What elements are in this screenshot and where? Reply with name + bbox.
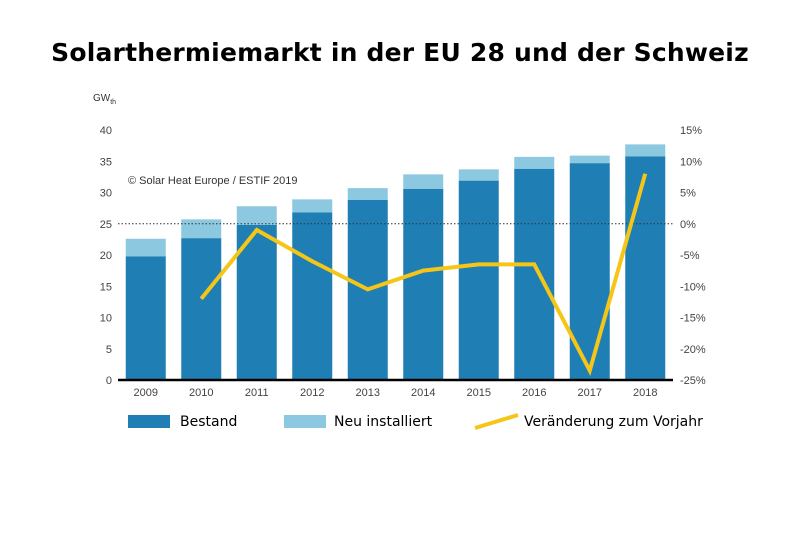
svg-text:GWth: GWth xyxy=(93,93,116,106)
y-axis-left: 0 5 10 15 20 25 30 35 40 xyxy=(100,125,112,387)
x-tick-2016: 2016 xyxy=(522,387,546,399)
bar-neu-2017 xyxy=(569,155,610,164)
x-tick-2015: 2015 xyxy=(467,387,491,399)
bar-bestand-2009 xyxy=(125,256,166,380)
chart-title: Solarthermiemarkt in der EU 28 und der S… xyxy=(51,38,749,67)
bar-bestand-2014 xyxy=(403,188,444,380)
y-left-tick-35: 35 xyxy=(100,156,112,168)
y-right-tick--25%: -25% xyxy=(680,375,706,387)
x-tick-2018: 2018 xyxy=(633,387,657,399)
legend-label-bestand: Bestand xyxy=(180,414,237,430)
y-right-tick-15%: 15% xyxy=(680,125,702,137)
y-right-tick-0%: 0% xyxy=(680,219,696,231)
x-tick-2014: 2014 xyxy=(411,387,435,399)
bar-bestand-2011 xyxy=(236,225,277,380)
y-axis-right: -25% -20% -15% -10% -5% 0% 5% 10% 15% xyxy=(680,125,706,387)
bar-neu-2014 xyxy=(403,174,444,189)
x-tick-2012: 2012 xyxy=(300,387,324,399)
legend-swatch-bestand xyxy=(128,415,170,428)
y-right-tick-10%: 10% xyxy=(680,156,702,168)
bar-neu-2015 xyxy=(458,169,499,181)
y-left-tick-20: 20 xyxy=(100,250,112,262)
legend: Bestand Neu installiert Veränderung zum Vo… xyxy=(128,413,703,430)
bar-neu-2018 xyxy=(625,144,666,157)
y-right-tick--15%: -15% xyxy=(680,313,706,325)
y-left-tick-40: 40 xyxy=(100,125,112,137)
legend-label-veraenderung: Veränderung zum Vorjahr xyxy=(524,414,703,430)
y-left-tick-5: 5 xyxy=(106,344,112,356)
y-left-tick-15: 15 xyxy=(100,281,112,293)
y-axis-unit: GWth xyxy=(93,93,116,106)
bar-bestand-2015 xyxy=(458,180,499,380)
x-tick-2010: 2010 xyxy=(189,387,213,399)
x-tick-2009: 2009 xyxy=(134,387,158,399)
bar-neu-2012 xyxy=(292,199,333,213)
bar-bestand-2018 xyxy=(625,156,666,380)
x-tick-2017: 2017 xyxy=(578,387,602,399)
bar-neu-2009 xyxy=(125,238,166,257)
x-tick-2013: 2013 xyxy=(356,387,380,399)
x-tick-2011: 2011 xyxy=(245,387,269,399)
legend-label-neu: Neu installiert xyxy=(334,414,433,430)
bar-bestand-2010 xyxy=(181,238,222,380)
y-left-tick-25: 25 xyxy=(100,219,112,231)
y-right-tick--5%: -5% xyxy=(680,250,700,262)
bar-bestand-2016 xyxy=(514,168,555,380)
y-axis-unit-main: GW xyxy=(93,93,111,104)
x-axis: 2009 2010 2011 2012 2013 2014 2015 2016 2017 2018 xyxy=(118,378,673,399)
y-right-tick-5%: 5% xyxy=(680,188,696,200)
bar-neu-2011 xyxy=(236,206,277,225)
bar-neu-2016 xyxy=(514,156,555,169)
y-left-tick-10: 10 xyxy=(100,313,112,325)
copyright-note: © Solar Heat Europe / ESTIF 2019 xyxy=(128,175,298,187)
legend-swatch-neu xyxy=(284,415,326,428)
y-left-tick-30: 30 xyxy=(100,188,112,200)
y-right-tick--20%: -20% xyxy=(680,344,706,356)
legend-swatch-veraenderung xyxy=(474,413,519,430)
line-veraenderung xyxy=(199,173,648,377)
bar-neu-2013 xyxy=(347,188,388,200)
bar-neu-2010 xyxy=(181,219,222,239)
y-right-tick--10%: -10% xyxy=(680,281,706,293)
bar-bestand-2012 xyxy=(292,212,333,380)
change-line-group xyxy=(199,173,648,377)
y-axis-unit-sub: th xyxy=(110,99,116,106)
bars-group xyxy=(125,144,666,380)
y-left-tick-0: 0 xyxy=(106,375,112,387)
